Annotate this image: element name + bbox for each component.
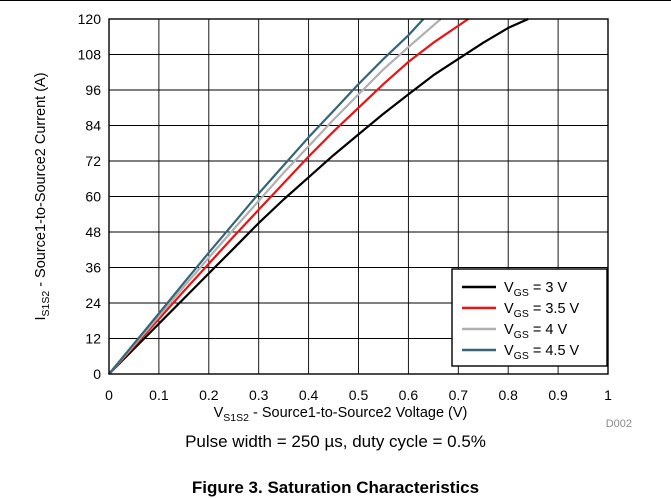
x-tick-label-0: 0: [105, 387, 113, 403]
x-axis-label-main: V: [214, 405, 224, 421]
x-tick-label-2: 0.2: [199, 387, 219, 403]
y-axis-label-sub: S1S2: [40, 291, 52, 317]
legend-label-2: VGS = 4 V: [504, 322, 567, 341]
legend-label-1: VGS = 3.5 V: [504, 301, 580, 320]
caption: Pulse width = 250 µs, duty cycle = 0.5%: [185, 432, 486, 451]
figure-code: D002: [606, 418, 632, 430]
y-tick-label-3: 36: [85, 260, 101, 276]
top-rule: [0, 0, 671, 1]
y-tick-label-2: 24: [85, 295, 101, 311]
y-axis-label: IS1S2 - Source1-to-Source2 Current (A): [33, 72, 52, 320]
y-tick-label-8: 96: [85, 82, 101, 98]
series-line-0: [108, 17, 529, 375]
series-lines: [108, 17, 529, 375]
legend-label-3: VGS = 4.5 V: [504, 343, 580, 362]
x-tick-label-3: 0.3: [249, 387, 269, 403]
y-tick-label-5: 60: [85, 189, 101, 205]
y-tick-label-0: 0: [93, 366, 101, 382]
figure-title: Figure 3. Saturation Characteristics: [191, 478, 480, 497]
plot-frame: [108, 18, 609, 375]
x-axis-label-sub: S1S2: [223, 412, 249, 424]
y-tick-label-7: 84: [85, 118, 101, 134]
x-tick-label-1: 0.1: [149, 387, 169, 403]
legend-label-0: VGS = 3 V: [504, 280, 567, 299]
x-tick-label-4: 0.4: [299, 387, 319, 403]
x-axis-label: VS1S2 - Source1-to-Source2 Voltage (V): [214, 405, 468, 424]
y-tick-label-4: 48: [85, 224, 101, 240]
y-tick-label-10: 120: [78, 11, 102, 27]
series-line-1: [108, 18, 469, 375]
x-tick-label-10: 1: [604, 387, 612, 403]
y-tick-label-6: 72: [85, 153, 101, 169]
y-tick-label-9: 108: [78, 47, 102, 63]
y-tick-labels: 0 12 24 36 48 60 72 84 96 108 120: [78, 11, 102, 382]
x-tick-label-9: 0.9: [548, 387, 568, 403]
series-line-3: [108, 18, 425, 375]
y-tick-label-1: 12: [85, 331, 101, 347]
x-tick-label-6: 0.6: [399, 387, 419, 403]
y-axis-label-rest: - Source1-to-Source2 Current (A): [33, 72, 49, 290]
x-tick-label-8: 0.8: [498, 387, 518, 403]
x-tick-label-5: 0.5: [349, 387, 369, 403]
chart: 0 0.1 0.2 0.3 0.4 0.5 0.6 0.7 0.8 0.9 1 0 12 24 36 48 6…: [33, 11, 632, 430]
series-line-2: [108, 18, 442, 375]
x-tick-labels: 0 0.1 0.2 0.3 0.4 0.5 0.6 0.7 0.8 0.9 1: [105, 387, 612, 403]
y-axis-label-main: I: [33, 317, 49, 321]
legend: VGS = 3 V VGS = 3.5 V VGS = 4 V VGS = 4.5 V: [451, 268, 608, 367]
x-tick-label-7: 0.7: [449, 387, 469, 403]
x-axis-label-rest: - Source1-to-Source2 Voltage (V): [249, 405, 467, 421]
